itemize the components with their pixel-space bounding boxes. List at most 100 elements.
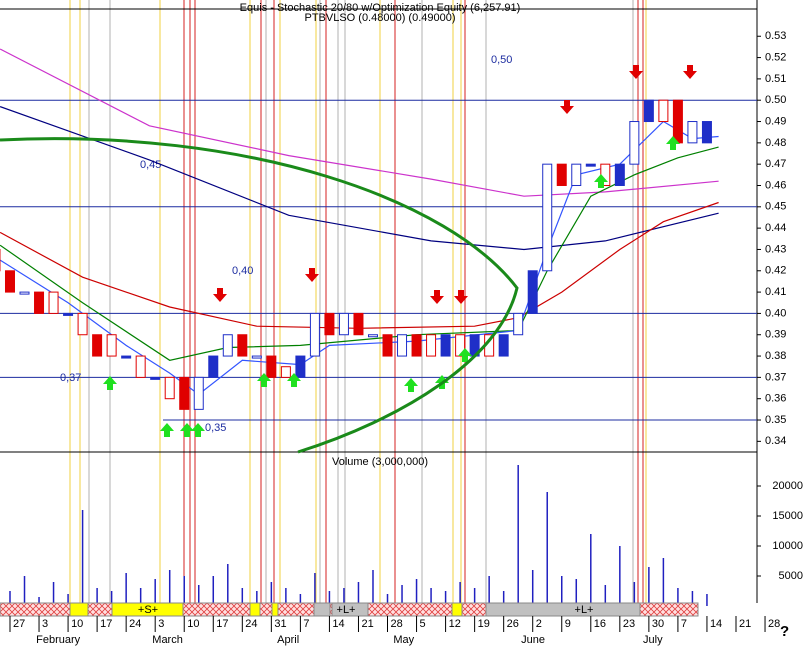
x-tick-label: 7 xyxy=(303,618,309,630)
x-tick-label: 28 xyxy=(768,618,780,630)
candle xyxy=(397,334,408,357)
strip-segment xyxy=(111,602,184,617)
candle xyxy=(426,334,437,357)
candle xyxy=(237,334,248,357)
candle xyxy=(455,334,466,357)
candle xyxy=(135,355,146,378)
month-label: July xyxy=(643,634,663,646)
x-tick-label: 5 xyxy=(420,618,426,630)
candle xyxy=(164,376,175,400)
month-label: February xyxy=(36,634,81,646)
candle xyxy=(701,121,712,144)
candle xyxy=(338,312,349,336)
signal-arrow xyxy=(160,423,174,437)
level-label: 0,50 xyxy=(491,54,512,66)
candle xyxy=(280,366,291,378)
candle xyxy=(63,312,74,316)
y-tick-label: 0.39 xyxy=(765,329,786,341)
month-label: April xyxy=(277,634,299,646)
x-tick-label: 16 xyxy=(594,618,606,630)
candle xyxy=(585,163,596,167)
y2-tick-label: 20000 xyxy=(772,480,803,492)
strip-segment xyxy=(69,602,89,617)
signal-arrow xyxy=(191,423,205,437)
x-tick-label: 26 xyxy=(507,618,519,630)
moving-average xyxy=(0,48,719,197)
y-tick-label: 0.44 xyxy=(765,222,786,234)
candle xyxy=(295,355,306,378)
strip-segment xyxy=(249,602,261,617)
candle xyxy=(382,334,393,357)
candle xyxy=(629,121,640,165)
candle xyxy=(658,99,669,123)
candle xyxy=(179,376,190,410)
signal-arrow xyxy=(594,174,608,188)
strip-segment xyxy=(313,602,331,617)
x-tick-label: 3 xyxy=(42,618,48,630)
y-tick-label: 0.36 xyxy=(765,393,786,405)
x-tick-label: 24 xyxy=(129,618,141,630)
signal-arrow xyxy=(666,136,680,150)
signal-arrow xyxy=(257,373,271,387)
signal-arrow xyxy=(103,376,117,390)
candle xyxy=(527,270,538,314)
strip-label: +L+ xyxy=(575,604,594,616)
candle xyxy=(542,163,553,272)
y-tick-label: 0.43 xyxy=(765,243,786,255)
curve-annotation xyxy=(0,137,519,454)
y-tick-label: 0.34 xyxy=(765,435,786,447)
y-tick-label: 0.53 xyxy=(765,30,786,42)
candle xyxy=(571,163,582,186)
x-tick-label: 21 xyxy=(361,618,373,630)
y-tick-label: 0.41 xyxy=(765,286,786,298)
x-tick-label: 23 xyxy=(623,618,635,630)
candle xyxy=(440,334,451,357)
signal-arrow xyxy=(454,290,468,304)
candle xyxy=(513,312,524,336)
candle xyxy=(34,291,45,314)
moving-average xyxy=(0,146,719,361)
candle xyxy=(121,355,132,359)
strip-label: +L+ xyxy=(337,604,356,616)
x-tick-label: 9 xyxy=(565,618,571,630)
x-tick-label: 14 xyxy=(710,618,722,630)
x-tick-label: 31 xyxy=(274,618,286,630)
candle xyxy=(614,163,625,186)
candle xyxy=(193,376,204,410)
strip-segment xyxy=(451,602,463,617)
y-tick-label: 0.35 xyxy=(765,414,786,426)
candle xyxy=(106,334,117,357)
candle xyxy=(309,312,320,357)
x-tick-label: 21 xyxy=(739,618,751,630)
candle xyxy=(48,291,59,314)
signal-arrow xyxy=(404,378,418,392)
candle xyxy=(324,312,335,336)
signal-arrow xyxy=(458,348,472,362)
y-tick-label: 0.40 xyxy=(765,307,786,319)
candle xyxy=(353,312,364,336)
chart-title: Equis - Stochastic 20/80 w/Optimization … xyxy=(240,2,521,14)
strip-segment xyxy=(331,602,369,617)
help-icon[interactable]: ? xyxy=(780,623,789,640)
signal-arrow xyxy=(180,423,194,437)
candle xyxy=(411,334,422,357)
strip-segment xyxy=(271,602,279,617)
candle xyxy=(556,163,567,186)
y-tick-label: 0.45 xyxy=(765,201,786,213)
signal-arrow xyxy=(213,288,227,302)
chart-subtitle: PTBVLSO (0.48000) (0.49000) xyxy=(304,12,455,24)
candle xyxy=(222,334,233,357)
candle xyxy=(77,312,88,336)
volume-title: Volume (3,000,000) xyxy=(332,456,428,468)
y2-tick-label: 5000 xyxy=(779,570,803,582)
level-label: 0,37 xyxy=(60,372,81,384)
signal-arrow xyxy=(430,290,444,304)
candle xyxy=(498,334,509,357)
candle xyxy=(92,334,103,357)
y-tick-label: 0.38 xyxy=(765,350,786,362)
candle xyxy=(367,334,378,338)
signal-arrow xyxy=(560,100,574,114)
